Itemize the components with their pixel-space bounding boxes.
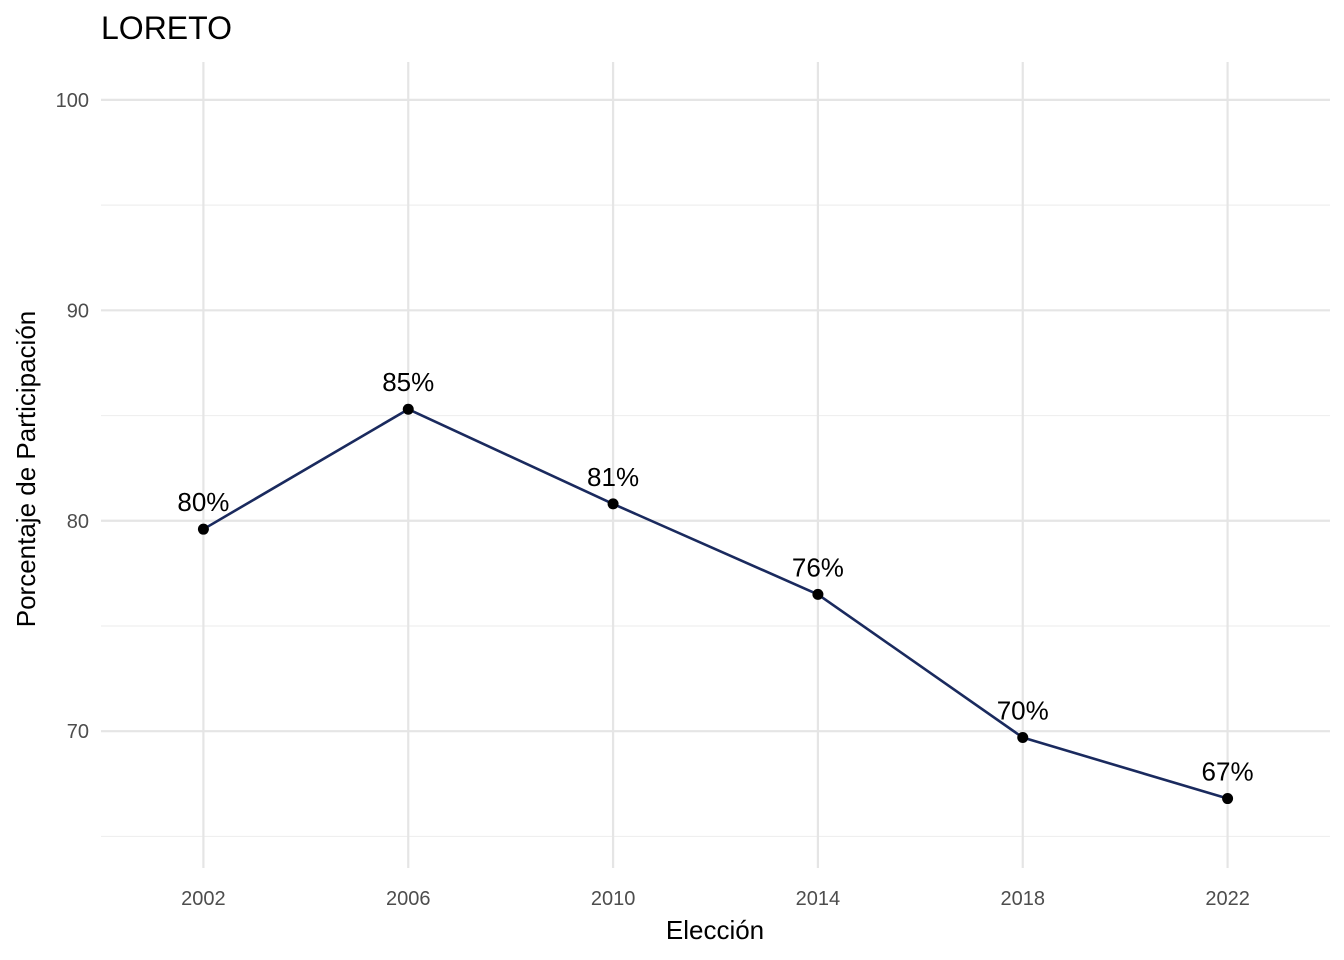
data-label: 67% (1202, 757, 1254, 787)
data-point (1017, 732, 1029, 744)
x-tick-label: 2014 (796, 888, 841, 910)
data-label: 70% (997, 696, 1049, 726)
y-axis-ticks: 70 80 90 100 (56, 90, 89, 743)
series-line (202, 407, 1228, 800)
y-axis-title: Porcentaje de Participación (11, 311, 41, 628)
series-line-group (202, 407, 1228, 800)
data-label: 76% (792, 552, 844, 582)
data-point (402, 403, 414, 415)
y-tick-label: 70 (67, 721, 89, 743)
x-tick-label: 2006 (386, 888, 431, 910)
y-tick-label: 100 (56, 90, 89, 112)
x-tick-label: 2022 (1205, 888, 1250, 910)
y-tick-label: 90 (67, 300, 89, 322)
data-label: 85% (382, 367, 434, 397)
data-point (607, 498, 619, 510)
x-axis-title: Elección (666, 915, 764, 945)
x-tick-label: 2018 (1001, 888, 1046, 910)
data-point (1222, 793, 1234, 805)
data-label: 81% (587, 462, 639, 492)
x-tick-label: 2002 (181, 888, 226, 910)
data-point (197, 523, 209, 535)
grid (101, 62, 1330, 868)
data-point (812, 588, 824, 600)
x-axis-ticks: 2002 2006 2010 2014 2018 2022 (181, 888, 1250, 910)
y-tick-label: 80 (67, 511, 89, 533)
data-points (197, 403, 1234, 805)
data-label: 80% (177, 487, 229, 517)
x-tick-label: 2010 (591, 888, 636, 910)
data-labels: 80% 85% 81% 76% 70% 67% (177, 367, 1253, 786)
chart-title: LORETO (101, 10, 232, 46)
